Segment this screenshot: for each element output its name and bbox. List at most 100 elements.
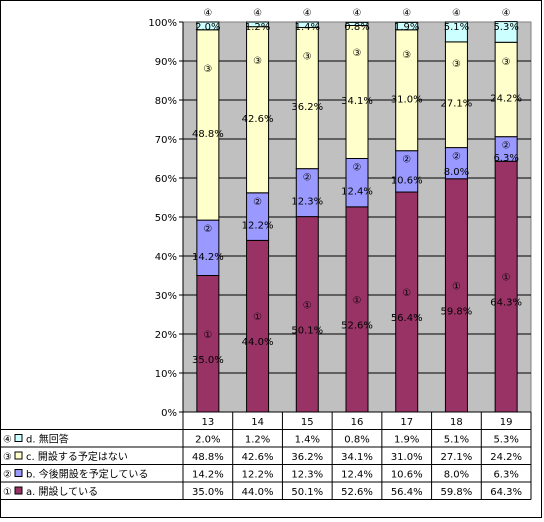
table-cell-c: 48.8% <box>192 452 224 463</box>
data-label-c: 31.0% <box>391 94 423 105</box>
bar-segment-a <box>246 239 270 413</box>
y-tick-label: 40% <box>155 252 177 263</box>
bar-segment-c <box>295 26 319 170</box>
data-label-c: 27.1% <box>441 99 473 110</box>
x-category-label: 13 <box>201 417 214 428</box>
table-cell-d: 1.9% <box>394 434 419 445</box>
data-label-a: 50.1% <box>291 325 323 336</box>
data-label-b: 12.3% <box>291 197 323 208</box>
bar-segment-d <box>295 21 319 28</box>
data-label-c: 42.6% <box>242 114 274 125</box>
legend-swatch-a <box>14 486 23 495</box>
table-cell-b: 10.6% <box>391 469 423 480</box>
bar-segment-d <box>196 21 220 31</box>
segment-marker-d: ④ <box>452 8 461 19</box>
bar-segment-a <box>196 275 220 413</box>
segment-marker-a: ① <box>303 300 312 311</box>
segment-marker-d: ④ <box>203 8 212 19</box>
bar-segment-d <box>395 21 419 31</box>
bar-segment-d <box>444 21 468 43</box>
segment-marker-c: ③ <box>353 48 362 59</box>
segment-marker-d: ④ <box>253 8 262 19</box>
segment-marker-b: ② <box>502 141 511 152</box>
legend-marker-c: ③ <box>3 452 12 463</box>
data-label-d: 1.2% <box>245 22 270 33</box>
segment-marker-a: ① <box>253 312 262 323</box>
x-category-label: 14 <box>251 417 264 428</box>
table-cell-b: 12.3% <box>291 469 323 480</box>
legend-marker-b: ② <box>3 469 12 480</box>
data-label-b: 6.3% <box>493 153 518 164</box>
data-label-d: 1.4% <box>295 22 320 33</box>
data-label-d: 2.0% <box>195 22 220 33</box>
segment-marker-d: ④ <box>303 8 312 19</box>
data-label-b: 14.2% <box>192 252 224 263</box>
segment-marker-a: ① <box>502 273 511 284</box>
bar-segment-c <box>444 41 468 149</box>
bar-segment-a <box>345 206 369 413</box>
segment-marker-a: ① <box>353 295 362 306</box>
data-label-b: 12.2% <box>242 221 274 232</box>
bar-segment-c <box>395 29 419 152</box>
data-label-b: 8.0% <box>444 167 469 178</box>
data-label-a: 59.8% <box>441 306 473 317</box>
table-cell-d: 1.2% <box>245 434 270 445</box>
data-label-d: 0.8% <box>344 22 369 33</box>
table-cell-a: 35.0% <box>192 487 224 498</box>
segment-marker-d: ④ <box>502 8 511 19</box>
data-label-a: 52.6% <box>341 320 373 331</box>
segment-marker-c: ③ <box>203 64 212 75</box>
bar-segment-a <box>494 160 518 413</box>
y-tick-label: 0% <box>161 408 177 419</box>
table-cell-c: 42.6% <box>242 452 274 463</box>
bar-segment-c <box>246 26 270 194</box>
bar-segment-d <box>345 21 369 27</box>
data-label-d: 5.3% <box>493 22 518 33</box>
legend-swatch-c <box>14 451 23 460</box>
table-cell-d: 5.1% <box>444 434 469 445</box>
legend-label-c: c. 開設する予定はない <box>26 450 128 463</box>
segment-marker-b: ② <box>402 155 411 166</box>
table-cell-b: 12.2% <box>242 469 274 480</box>
bar-segment-c <box>196 29 220 221</box>
data-label-a: 56.4% <box>391 313 423 324</box>
bar-segment-d <box>246 21 270 28</box>
legend-label-d: d. 無回答 <box>26 432 69 445</box>
table-cell-d: 1.4% <box>295 434 320 445</box>
x-category-label: 19 <box>500 417 513 428</box>
table-cell-d: 0.8% <box>344 434 369 445</box>
segment-marker-a: ① <box>452 281 461 292</box>
table-cell-a: 59.8% <box>441 487 473 498</box>
table-cell-b: 8.0% <box>444 469 469 480</box>
y-tick-label: 70% <box>155 135 177 146</box>
legend-marker-d: ④ <box>3 434 12 445</box>
legend-swatch-d <box>14 434 23 442</box>
table-cell-a: 50.1% <box>291 487 323 498</box>
data-label-d: 1.9% <box>394 22 419 33</box>
segment-marker-a: ① <box>203 330 212 341</box>
segment-marker-c: ③ <box>402 50 411 61</box>
bar-segment-a <box>295 216 319 413</box>
segment-marker-d: ④ <box>353 8 362 19</box>
table-cell-a: 56.4% <box>391 487 423 498</box>
y-tick-label: 30% <box>155 291 177 302</box>
legend-swatch-b <box>14 469 23 477</box>
legend-label-a: a. 開設している <box>26 485 98 498</box>
x-category-label: 18 <box>450 417 463 428</box>
y-tick-label: 20% <box>155 330 177 341</box>
data-label-a: 35.0% <box>192 355 224 366</box>
y-tick-label: 10% <box>155 369 177 380</box>
table-cell-d: 2.0% <box>195 434 220 445</box>
data-label-c: 48.8% <box>192 129 224 140</box>
segment-marker-b: ② <box>203 224 212 235</box>
y-tick-label: 100% <box>148 18 177 29</box>
data-label-b: 12.4% <box>341 187 373 198</box>
bar-segment-c <box>345 25 369 160</box>
y-tick-label: 50% <box>155 213 177 224</box>
segment-marker-b: ② <box>303 173 312 184</box>
segment-marker-b: ② <box>253 197 262 208</box>
legend-label-b: b. 今後開設を予定している <box>26 467 148 480</box>
segment-marker-b: ② <box>452 152 461 163</box>
data-label-c: 24.2% <box>490 93 522 104</box>
